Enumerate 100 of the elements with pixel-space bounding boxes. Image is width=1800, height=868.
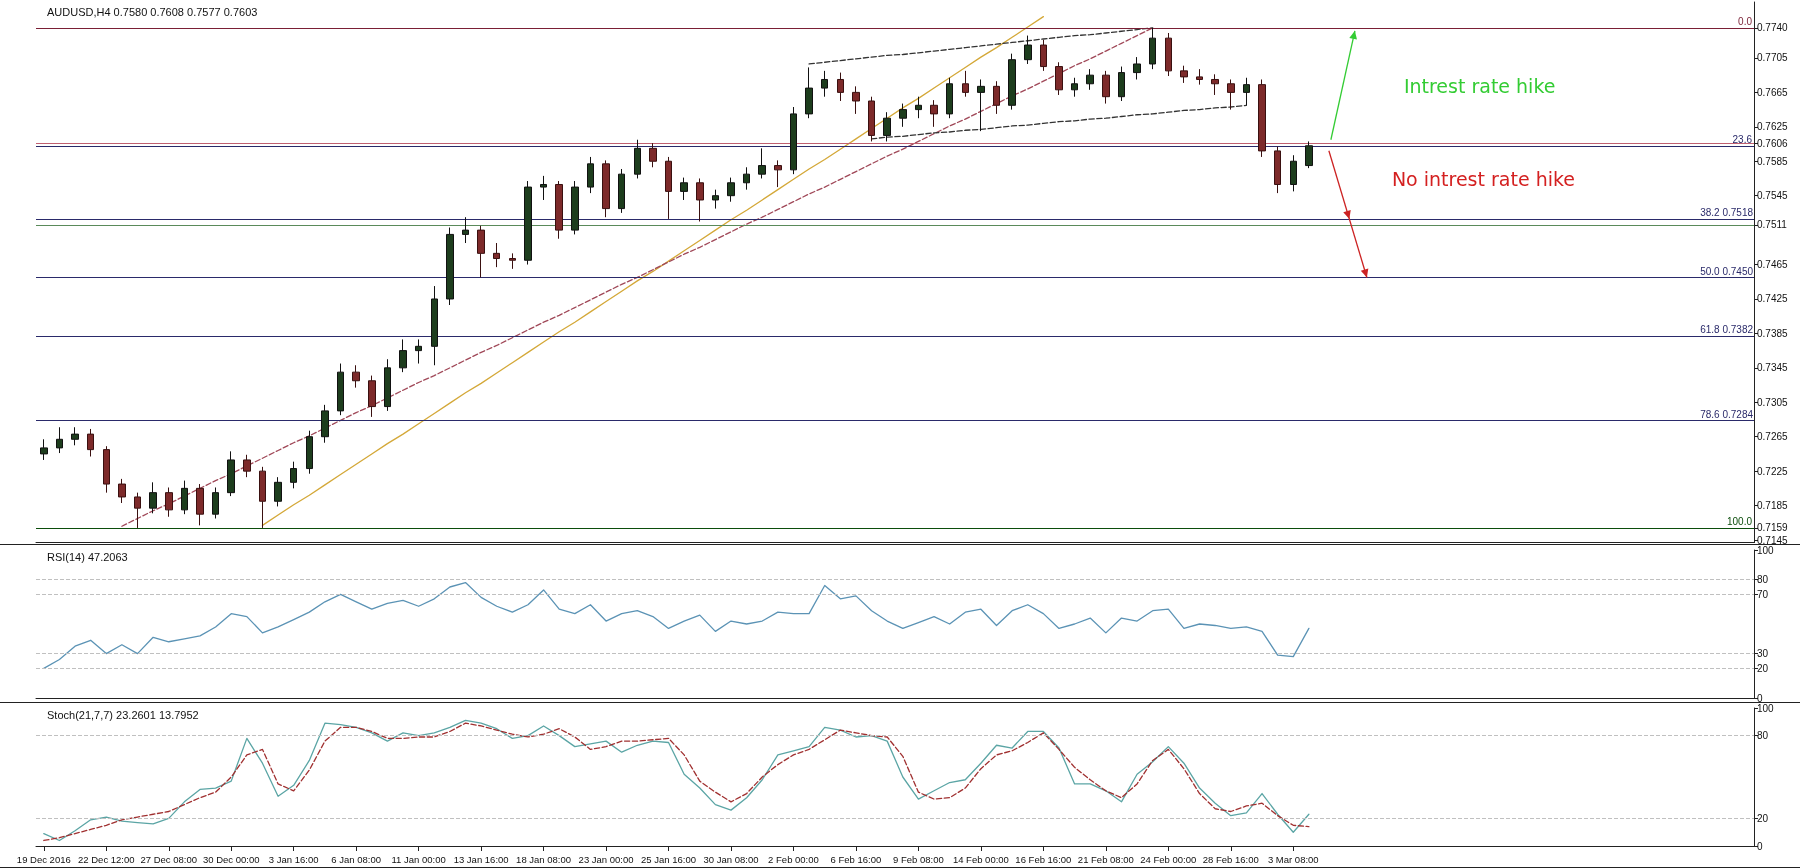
candlestick	[1133, 56, 1141, 80]
y-tick-label: 0.7511	[1757, 219, 1788, 231]
candlestick	[1024, 35, 1032, 65]
candlestick	[290, 461, 297, 489]
y-tick-label: 0.7625	[1757, 121, 1789, 133]
y-tick-label: 0.7345	[1757, 362, 1789, 374]
candlestick	[883, 111, 891, 142]
candlestick	[181, 480, 188, 515]
candlestick	[509, 252, 516, 270]
candlestick	[524, 180, 532, 266]
y-tick-label: 0.7159	[1757, 522, 1789, 534]
chart-title: RSI(14) 47.2063	[47, 550, 128, 563]
candlestick	[134, 492, 141, 529]
y-tick-label: 0.7265	[1757, 431, 1789, 443]
annotation: 0.0	[1738, 15, 1752, 27]
y-tick-label: 0.7545	[1757, 190, 1789, 202]
candlestick	[1274, 146, 1281, 194]
y-tick-label: 0	[1757, 840, 1763, 852]
candlestick	[852, 85, 860, 115]
y-tick-label: 0.7305	[1757, 396, 1789, 408]
candlestick	[1118, 66, 1125, 102]
candlestick	[618, 168, 625, 214]
candlestick	[993, 80, 1000, 115]
ref-line-label: 78.6 0.7284	[1700, 408, 1754, 420]
candlestick	[571, 180, 579, 235]
x-tick-label: 19 Dec 2016	[16, 853, 71, 865]
candlestick	[493, 242, 500, 268]
y-tick-label: 0.7585	[1757, 155, 1789, 167]
candlestick	[899, 103, 907, 128]
annotation: 100.0	[1726, 515, 1752, 527]
y-tick-label: 20	[1757, 812, 1769, 824]
candlestick	[227, 450, 235, 497]
candlestick	[149, 481, 157, 514]
candlestick	[946, 77, 953, 119]
line-series	[870, 104, 1248, 140]
candlestick	[1243, 77, 1250, 106]
y-tick-label: 0	[1757, 692, 1763, 704]
candlestick	[1196, 68, 1203, 86]
candlestick	[212, 486, 219, 519]
y-tick-label: 0.7465	[1757, 259, 1789, 271]
x-tick-label: 3 Jan 16:00	[268, 853, 319, 865]
candlestick	[196, 483, 204, 526]
candlestick	[977, 78, 985, 132]
candlestick	[1227, 78, 1235, 111]
candlestick	[352, 364, 360, 389]
candlestick	[56, 426, 63, 454]
candlestick	[1102, 70, 1110, 105]
candlestick	[712, 189, 719, 210]
candlestick	[962, 70, 969, 98]
candlestick	[399, 338, 407, 373]
candlestick	[384, 358, 391, 412]
candlestick	[555, 180, 563, 240]
x-tick-label: 14 Feb 00:00	[952, 853, 1009, 865]
candlestick	[118, 478, 126, 504]
x-tick-label: 25 Jan 16:00	[641, 853, 697, 865]
x-tick-label: 6 Jan 08:00	[331, 853, 381, 865]
candlestick	[587, 156, 594, 194]
chart-title: Stoch(21,7,7) 23.2601 13.7952	[47, 708, 199, 721]
x-tick-label: 13 Jan 16:00	[453, 853, 509, 865]
x-tick-label: 30 Jan 08:00	[703, 853, 759, 865]
candlestick	[774, 159, 782, 188]
x-tick-label: 18 Jan 08:00	[516, 853, 572, 865]
candlestick	[477, 225, 485, 278]
candlestick	[727, 177, 735, 203]
candlestick	[837, 72, 844, 102]
y-tick-label: 0.7225	[1757, 465, 1789, 477]
y-tick-label: 70	[1757, 588, 1769, 600]
x-tick-label: 23 Jan 00:00	[578, 853, 634, 865]
x-tick-label: 6 Feb 16:00	[830, 853, 882, 865]
candlestick	[790, 106, 797, 175]
candlestick	[540, 175, 547, 201]
y-tick-label: 0.7665	[1757, 86, 1789, 98]
y-tick-label: 0.7425	[1757, 293, 1789, 305]
line-series	[808, 27, 1154, 65]
x-tick-label: 21 Feb 08:00	[1077, 853, 1134, 865]
line-series	[121, 27, 1154, 527]
candlestick	[634, 139, 641, 179]
ref-line-label: 50.0 0.7450	[1700, 265, 1754, 277]
candlestick	[1180, 65, 1188, 84]
x-tick-label: 28 Feb 16:00	[1202, 853, 1259, 865]
candlestick	[1305, 140, 1313, 169]
y-tick-label: 0.7185	[1757, 500, 1789, 512]
candlestick	[930, 99, 938, 128]
y-tick-label: 0.7705	[1757, 52, 1789, 64]
x-tick-label: 22 Dec 12:00	[78, 853, 135, 865]
candlestick	[1040, 39, 1047, 72]
y-tick-label: 0.7145	[1757, 534, 1789, 546]
candlestick	[868, 96, 875, 142]
candlestick	[431, 285, 438, 366]
candlestick	[446, 227, 454, 306]
y-tick-label: 80	[1757, 730, 1769, 742]
ref-line-label: 61.8 0.7382	[1700, 324, 1754, 336]
annotation: Intrest rate hike	[1403, 74, 1556, 97]
y-tick-label: 30	[1757, 648, 1769, 660]
y-tick-label: 100	[1757, 702, 1775, 714]
candlestick	[87, 428, 94, 457]
x-tick-label: 2 Feb 00:00	[768, 853, 819, 865]
candlestick	[758, 147, 766, 179]
candlestick	[743, 166, 750, 191]
candlestick	[1086, 68, 1094, 91]
